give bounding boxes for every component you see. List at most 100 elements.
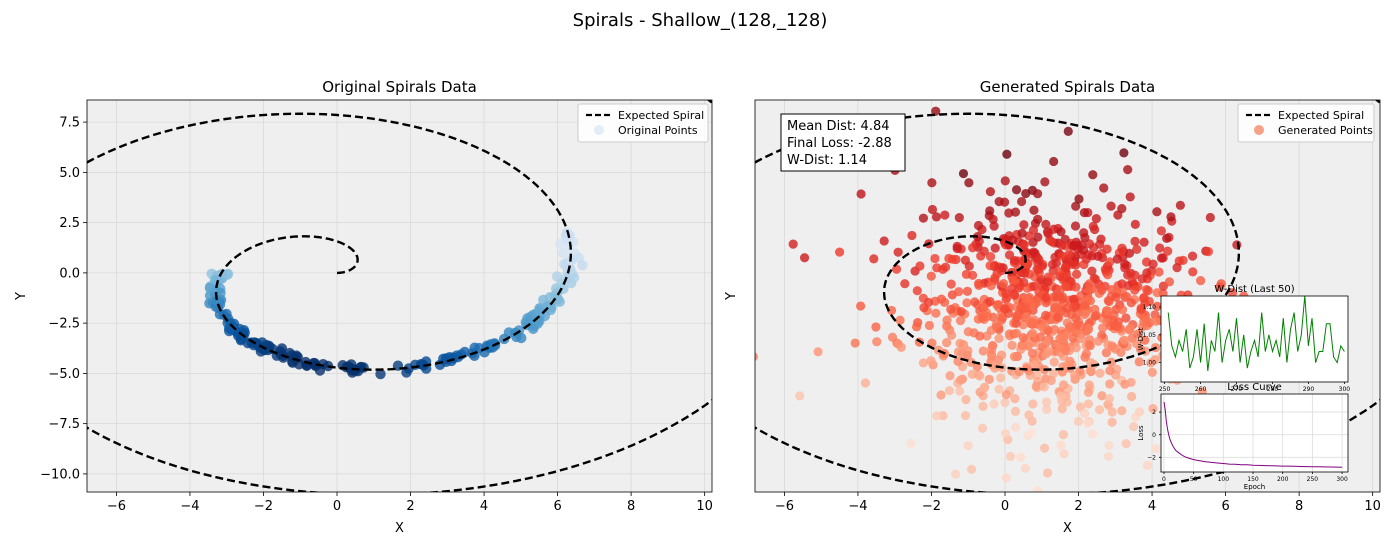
generated-point: [1103, 451, 1114, 462]
original-point: [204, 282, 216, 294]
generated-point: [956, 307, 966, 317]
loss-curve-inset-plot: 0 50 100 150 200 250 300 −2 0 2 Loss Curve Epoch Los…: [1137, 382, 1349, 491]
y-tick-label: −2: [1147, 454, 1156, 461]
generated-point: [953, 347, 964, 357]
generated-point: [998, 278, 1009, 289]
generated-point: [1107, 341, 1117, 351]
legend-box: [1237, 103, 1375, 143]
generated-point: [960, 410, 971, 421]
original-point: [264, 341, 275, 353]
generated-point: [962, 298, 972, 308]
generated-point: [1083, 418, 1093, 428]
generated-point: [1156, 253, 1167, 263]
axes-title: W-Dist (Last 50): [1214, 284, 1295, 295]
generated-point: [1021, 188, 1031, 199]
generated-point: [970, 297, 980, 307]
y-tick-label: −2.5: [48, 317, 80, 332]
generated-point: [927, 204, 938, 215]
generated-point: [1000, 304, 1010, 314]
generated-point: [1027, 318, 1038, 328]
generated-point: [946, 304, 956, 314]
generated-point: [963, 327, 973, 337]
generated-point: [1087, 429, 1098, 439]
y-tick-label: 7.5: [59, 116, 80, 131]
stats-box-frame: [780, 113, 906, 172]
generated-point: [978, 346, 988, 356]
generated-point: [961, 395, 971, 405]
stats-box: Mean Dist: 4.84 Final Loss: -2.88 W-Dist: …: [780, 113, 906, 172]
generated-point: [1147, 367, 1157, 377]
generated-point: [1063, 126, 1073, 136]
generated-point: [985, 187, 995, 197]
generated-point: [988, 214, 998, 224]
generated-point: [879, 236, 889, 246]
x-tick-label: 50: [1190, 476, 1198, 483]
generated-point: [1026, 427, 1037, 437]
generated-point: [1151, 316, 1161, 326]
x-tick-label: −6: [107, 499, 126, 514]
generated-point: [1133, 329, 1143, 339]
y-tick-label: 5.0: [59, 166, 80, 181]
y-tick-label: 1.05: [1143, 332, 1157, 339]
generated-point: [926, 271, 936, 281]
y-axis-label: Y: [724, 292, 739, 301]
generated-point: [1093, 336, 1103, 346]
generated-point: [1163, 246, 1173, 256]
generated-point: [974, 280, 984, 290]
generated-point: [1155, 243, 1165, 253]
generated-point: [1031, 381, 1041, 392]
x-tick-label: 2: [1074, 499, 1082, 514]
generated-point: [1203, 247, 1214, 257]
generated-point: [856, 189, 866, 199]
original-point: [561, 243, 572, 255]
generated-point: [1084, 285, 1094, 295]
generated-point: [1105, 379, 1115, 389]
generated-point: [1019, 268, 1030, 278]
generated-point: [1001, 289, 1011, 299]
generated-point: [1080, 408, 1090, 418]
generated-point: [1064, 249, 1074, 259]
generated-point: [964, 178, 974, 188]
legend-label: Original Points: [618, 124, 698, 137]
generated-point: [1079, 228, 1089, 238]
generated-point: [1049, 156, 1059, 167]
generated-point: [1172, 262, 1182, 273]
generated-point: [918, 213, 929, 223]
generated-point: [975, 331, 985, 341]
plot-area: [1167, 296, 1345, 371]
x-tick-label: −4: [848, 499, 867, 514]
generated-point: [1043, 277, 1053, 287]
generated-point: [936, 390, 946, 400]
generated-point: [1142, 460, 1152, 470]
generated-point: [942, 337, 952, 348]
generated-point: [886, 305, 897, 316]
generated-point: [1079, 259, 1089, 270]
generated-point: [860, 378, 871, 388]
generated-point: [1106, 357, 1116, 367]
axes-frame: [86, 99, 713, 493]
generated-point: [856, 301, 866, 311]
generated-point: [1152, 288, 1162, 298]
axes-title: Original Spirals Data: [322, 78, 477, 96]
x-tick-label: 4: [1148, 499, 1156, 514]
generated-point: [850, 338, 860, 348]
generated-point: [1156, 226, 1166, 236]
generated-point: [1014, 283, 1024, 293]
generated-point: [1060, 262, 1071, 272]
generated-point: [1150, 355, 1160, 365]
generated-point: [813, 347, 823, 357]
generated-point: [952, 243, 962, 254]
generated-point: [1071, 201, 1081, 211]
figure-suptitle: Spirals - Shallow_(128,_128): [573, 10, 828, 31]
x-tick-label: 260: [1195, 386, 1207, 393]
legend-label: Generated Points: [1278, 124, 1373, 137]
x-tick-label: −2: [254, 499, 273, 514]
generated-point: [1117, 204, 1127, 214]
generated-point: [1088, 221, 1098, 231]
generated-point: [982, 311, 993, 322]
y-axis-label: Loss: [1137, 425, 1145, 441]
generated-point: [1054, 342, 1064, 353]
generated-point: [939, 297, 950, 307]
generated-point: [1004, 250, 1015, 260]
generated-point: [1140, 335, 1150, 345]
